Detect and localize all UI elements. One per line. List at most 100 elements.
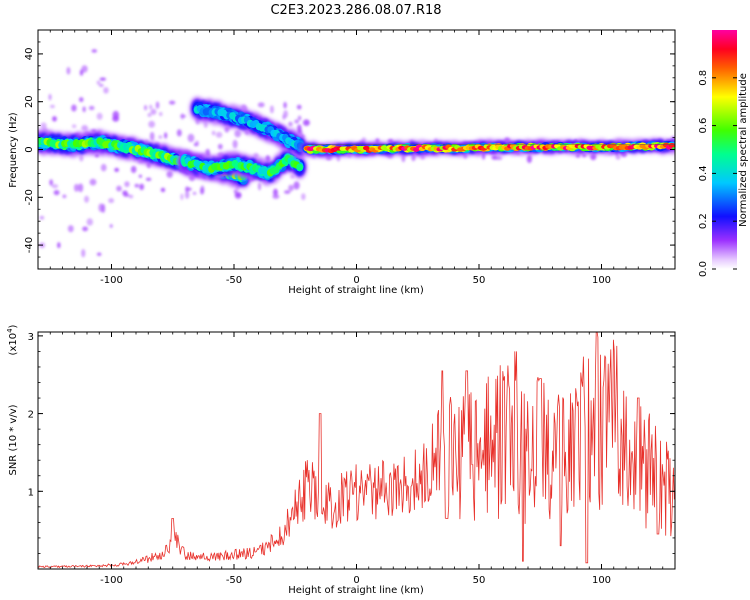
spectrogram-noise-mark — [50, 104, 55, 108]
spectrogram-noise-mark — [71, 104, 77, 112]
snr-x-tick-label: 100 — [592, 575, 611, 586]
spectrogram-noise-mark — [233, 189, 238, 194]
chart-title: C2E3.2023.286.08.07.R18 — [270, 3, 441, 18]
spectrogram-trace-layer — [304, 142, 675, 154]
colorbar-tick-label: 0.0 — [698, 261, 709, 277]
spectrogram-noise-mark — [282, 114, 286, 120]
spectrogram-trace-steady-line — [300, 138, 675, 158]
spectrogram-x-ticks: -100 -50 0 50 100 — [49, 30, 664, 286]
spectrogram-noise-mark — [150, 108, 157, 115]
spectrogram-y-tick-label: -40 — [24, 237, 35, 253]
spectrogram-noise-mark — [116, 185, 122, 192]
spectrogram-noise-mark — [158, 135, 163, 139]
spectrogram-noise-mark — [39, 215, 45, 220]
spectrogram-noise-mark — [185, 186, 189, 193]
spectrogram-noise-mark — [138, 174, 143, 178]
spectrogram-noise-mark — [53, 189, 60, 196]
spectrogram-noise-mark — [288, 184, 294, 192]
colorbar-gradient — [712, 30, 737, 269]
spectrogram-noise-mark — [615, 154, 621, 160]
spectrogram-noise-mark — [79, 97, 84, 103]
spectrogram-noise-mark — [128, 194, 134, 199]
spectrogram-noise-mark — [67, 225, 74, 233]
spectrogram-noise-mark — [134, 183, 140, 188]
spectrogram-noise-mark — [283, 190, 291, 194]
spectrogram-noise-mark — [203, 122, 208, 129]
spectrogram-noise-mark — [169, 100, 176, 105]
spectrogram-noise-mark — [57, 242, 61, 249]
spectrogram-panel: -100 -50 0 50 100 -40 -20 0 20 40 Height of stra… — [8, 29, 676, 296]
snr-x-tick-label: -100 — [100, 575, 123, 586]
snr-x-label: Height of straight line (km) — [288, 585, 424, 596]
spectrogram-noise-mark — [301, 193, 306, 201]
spectrogram-noise-mark — [526, 154, 532, 164]
spectrogram-noise-mark — [96, 112, 103, 120]
spectrogram-noise-mark — [96, 252, 102, 256]
spectrogram-noise-mark — [302, 119, 310, 126]
colorbar-label: Normalized spectral amplitude — [738, 73, 749, 227]
spectrogram-noise-mark — [294, 119, 300, 124]
snr-y-multiplier-base: (x10 — [8, 333, 19, 356]
spectrogram-noise-mark — [99, 77, 107, 81]
spectrogram-noise-mark — [185, 190, 190, 199]
colorbar: 0.0 0.2 0.4 0.6 0.8 Normalized spectral ampl… — [698, 30, 749, 277]
spectrogram-heatmap — [38, 49, 675, 258]
snr-y-tick-label: 2 — [28, 410, 34, 421]
spectrogram-x-tick-label: -100 — [100, 275, 123, 286]
spectrogram-noise-mark — [283, 101, 287, 109]
spectrogram-noise-mark — [109, 224, 113, 228]
spectrogram-noise-mark — [180, 193, 184, 201]
spectrogram-noise-mark — [88, 105, 95, 111]
spectrogram-noise-mark — [288, 121, 293, 127]
spectrogram-noise-mark — [272, 194, 280, 199]
spectrogram-noise-mark — [293, 181, 300, 190]
spectrogram-noise-mark — [40, 122, 47, 130]
spectrogram-y-tick-label: -20 — [24, 189, 35, 205]
spectrogram-noise-mark — [496, 155, 502, 160]
spectrogram-noise-mark — [166, 170, 173, 178]
spectrogram-noise-mark — [79, 69, 84, 76]
spectrogram-trace-layer — [193, 104, 304, 150]
spectrogram-noise-mark — [73, 183, 80, 192]
spectrogram-noise-mark — [130, 165, 137, 174]
spectrogram-noise-mark — [149, 131, 155, 141]
spectrogram-noise-mark — [234, 192, 242, 198]
colorbar-tick-label: 0.4 — [698, 165, 709, 181]
spectrogram-noise-mark — [296, 104, 302, 110]
snr-x-ticks: -100 -50 0 50 100 — [49, 332, 664, 586]
spectrogram-noise-mark — [269, 105, 274, 114]
snr-y-multiplier-exponent: 4 — [6, 328, 14, 333]
spectrogram-noise-mark — [257, 102, 265, 108]
spectrogram-y-label: Frequency (Hz) — [8, 112, 19, 188]
spectrogram-x-tick-label: -50 — [226, 275, 242, 286]
spectrogram-noise-mark — [217, 143, 223, 150]
spectrogram-noise-mark — [81, 65, 88, 73]
spectrogram-noise-mark — [290, 174, 295, 179]
spectrogram-noise-mark — [232, 139, 238, 149]
spectrogram-noise-mark — [139, 183, 145, 191]
snr-frame — [37, 331, 676, 570]
spectrogram-noise-mark — [81, 248, 86, 258]
spectrogram-mark — [296, 163, 303, 171]
spectrogram-noise-mark — [123, 193, 130, 197]
spectrogram-noise-mark — [234, 129, 242, 138]
snr-x-tick-label: 0 — [353, 575, 359, 586]
spectrogram-noise-mark — [48, 93, 52, 101]
spectrogram-noise-mark — [187, 133, 195, 143]
spectrogram-noise-mark — [86, 218, 93, 226]
spectrogram-noise-mark — [211, 130, 216, 136]
spectrogram-y-tick-label: 0 — [24, 146, 35, 152]
spectrogram-noise-mark — [51, 184, 59, 189]
spectrogram-noise-mark — [200, 187, 205, 195]
spectrogram-x-tick-label: 0 — [353, 275, 359, 286]
spectrogram-noise-mark — [98, 83, 104, 87]
spectrogram-noise-mark — [89, 178, 97, 186]
spectrogram-noise-mark — [124, 181, 130, 188]
svg-text:(x104): (x104) — [6, 324, 19, 355]
colorbar-tick-label: 0.2 — [698, 213, 709, 229]
spectrogram-noise-mark — [148, 120, 156, 128]
spectrogram-noise-mark — [82, 226, 89, 232]
spectrogram-x-tick-label: 100 — [592, 275, 611, 286]
spectrogram-noise-mark — [143, 104, 148, 111]
